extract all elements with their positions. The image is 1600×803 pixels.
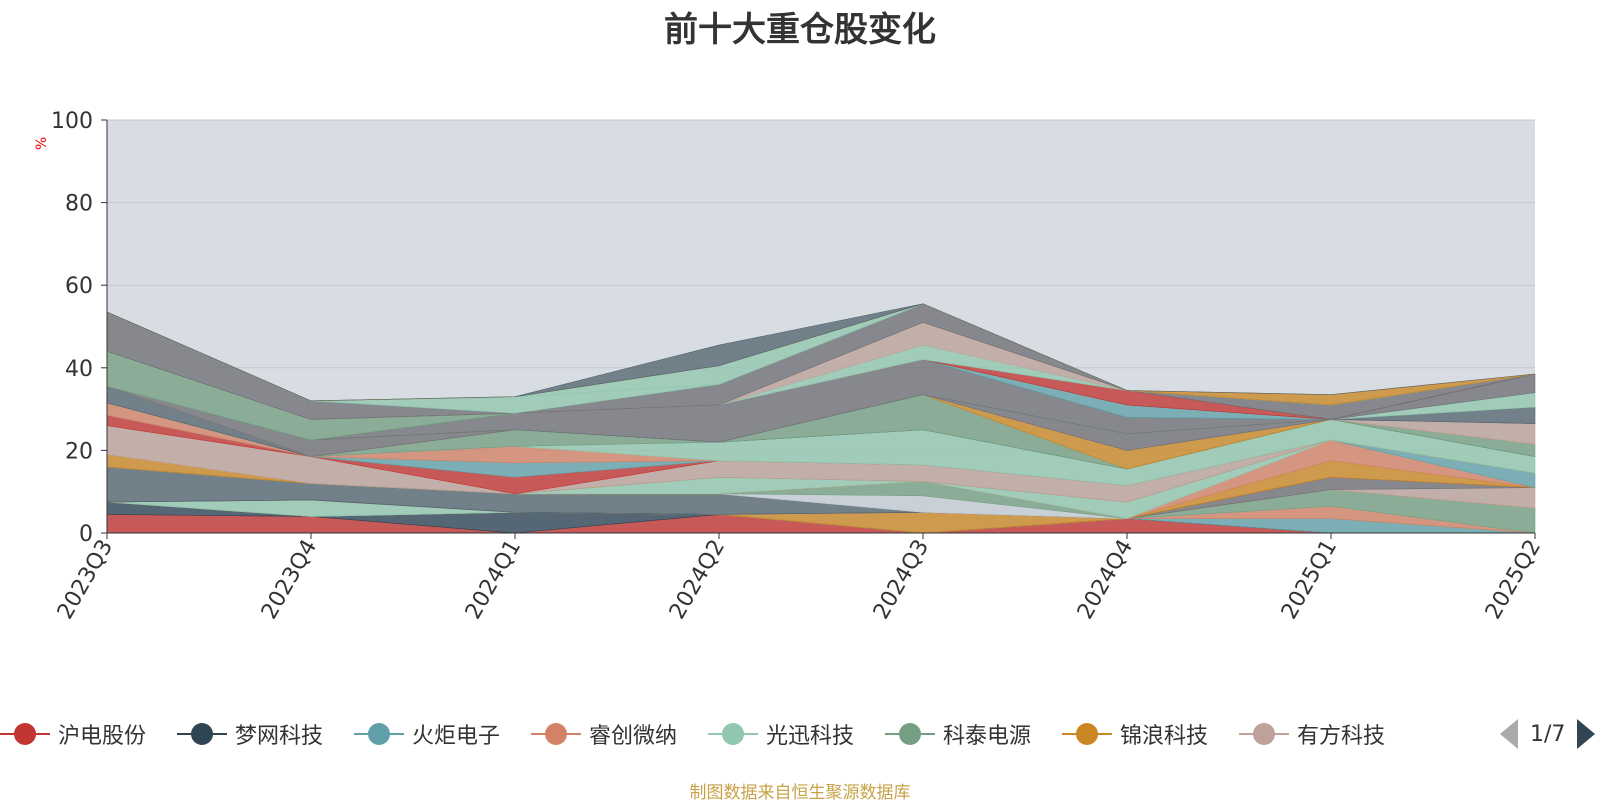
x-tick-label: 2025Q2 [1481, 536, 1546, 624]
legend-label: 沪电股份 [58, 724, 147, 749]
y-tick-label: 100 [51, 109, 93, 134]
legend-pager: 1/7 [1500, 714, 1596, 754]
legend-item[interactable]: 科泰电源 [885, 714, 1031, 754]
y-tick-label: 20 [65, 439, 93, 464]
legend-label: 科泰电源 [943, 724, 1032, 749]
x-tick-label: 2024Q4 [1073, 536, 1138, 624]
x-tick-label: 2024Q1 [461, 536, 526, 624]
legend-label: 锦浪科技 [1120, 724, 1209, 749]
legend-label: 光迅科技 [766, 724, 855, 749]
area-series-43 [106, 303, 1536, 402]
source-note: 制图数据来自恒生聚源数据库 [689, 783, 911, 803]
legend-label: 睿创微纳 [589, 724, 678, 749]
legend-marker-icon [1239, 722, 1289, 746]
legend-item[interactable]: 有方科技 [1239, 714, 1385, 754]
legend-marker-icon [1062, 722, 1112, 746]
legend-item[interactable]: 梦网科技 [177, 714, 323, 754]
legend-marker-icon [885, 722, 935, 746]
x-tick-label: 2024Q2 [665, 536, 730, 624]
legend-label: 有方科技 [1297, 724, 1386, 749]
legend-marker-icon [0, 722, 50, 746]
legend: 沪电股份 梦网科技 火炬电子 睿创微纳 光迅科技 科泰电源 锦浪科技 有方科技 [0, 714, 1600, 754]
chart-title: 前十大重仓股变化 [664, 10, 936, 50]
y-tick-label: 40 [65, 357, 93, 382]
legend-item[interactable]: 锦浪科技 [1062, 714, 1208, 754]
legend-label: 火炬电子 [412, 724, 501, 749]
legend-marker-icon [708, 722, 758, 746]
pager-prev-icon[interactable] [1500, 719, 1518, 749]
chart-area: 0 20 40 60 80 100 2023Q3 2023Q4 2024Q1 2024Q2 2024… [51, 109, 1546, 624]
legend-clip [1410, 714, 1490, 754]
legend-item[interactable]: 睿创微纳 [531, 714, 677, 754]
x-tick-label: 2025Q1 [1277, 536, 1342, 624]
y-tick-label: 0 [79, 522, 93, 547]
pager-next-icon[interactable] [1577, 719, 1596, 749]
legend-item[interactable]: 沪电股份 [0, 714, 146, 754]
legend-label: 梦网科技 [235, 724, 324, 749]
x-tick-label: 2023Q3 [53, 536, 118, 624]
legend-item[interactable]: 火炬电子 [354, 714, 500, 754]
legend-marker-icon [531, 722, 581, 746]
legend-marker-icon [354, 722, 404, 746]
legend-item[interactable]: 光迅科技 [708, 714, 854, 754]
y-tick-label: 60 [65, 274, 93, 299]
y-tick-label: 80 [65, 192, 93, 217]
x-tick-label: 2024Q3 [869, 536, 934, 624]
pager-page-text: 1/7 [1530, 721, 1566, 747]
x-tick-label: 2023Q4 [257, 536, 322, 624]
legend-marker-icon [177, 722, 227, 746]
